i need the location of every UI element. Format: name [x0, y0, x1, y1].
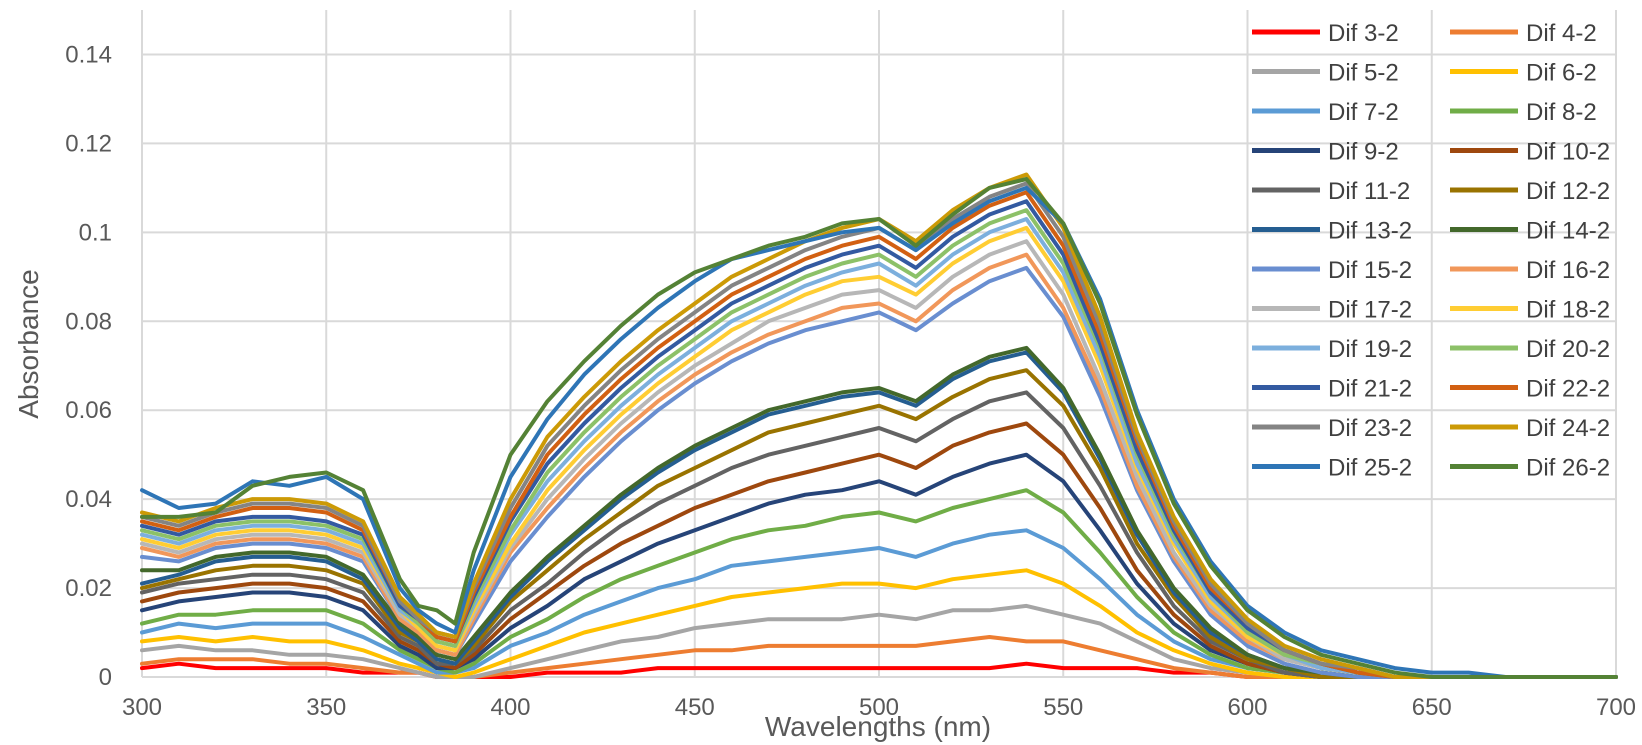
legend-label-dif-3-2: Dif 3-2: [1328, 20, 1399, 47]
legend-label-dif-4-2: Dif 4-2: [1526, 20, 1597, 47]
series-line-dif-24-2: [140, 172, 1618, 679]
x-tick-label: 300: [122, 694, 162, 721]
x-axis-ticks: 300 350 400 450 500 550 600 650 700: [122, 694, 1636, 721]
x-tick-label: 350: [306, 694, 346, 721]
y-tick-label: 0.04: [65, 486, 112, 513]
y-tick-label: 0.08: [65, 308, 112, 335]
x-tick-label: 600: [1227, 694, 1267, 721]
legend-label-dif-9-2: Dif 9-2: [1328, 139, 1399, 166]
legend-label-dif-21-2: Dif 21-2: [1328, 376, 1412, 403]
legend-label-dif-15-2: Dif 15-2: [1328, 257, 1412, 284]
legend-label-dif-20-2: Dif 20-2: [1526, 336, 1610, 363]
legend-label-dif-26-2: Dif 26-2: [1526, 455, 1610, 482]
x-tick-label: 450: [675, 694, 715, 721]
legend-label-dif-19-2: Dif 19-2: [1328, 336, 1412, 363]
legend-label-dif-13-2: Dif 13-2: [1328, 218, 1412, 245]
legend-label-dif-24-2: Dif 24-2: [1526, 415, 1610, 442]
legend-label-dif-7-2: Dif 7-2: [1328, 99, 1399, 126]
x-tick-label: 550: [1043, 694, 1083, 721]
series-lines: [140, 172, 1618, 679]
legend-label-dif-16-2: Dif 16-2: [1526, 257, 1610, 284]
legend-label-dif-22-2: Dif 22-2: [1526, 376, 1610, 403]
x-tick-label: 500: [859, 694, 899, 721]
legend: Dif 3-2 Dif 4-2 Dif 5-2 Dif 6-2 Dif 7-2 Dif 8…: [1252, 20, 1610, 482]
y-tick-label: 0.02: [65, 575, 112, 602]
legend-label-dif-25-2: Dif 25-2: [1328, 455, 1412, 482]
legend-label-dif-8-2: Dif 8-2: [1526, 99, 1597, 126]
legend-label-dif-11-2: Dif 11-2: [1328, 178, 1410, 205]
legend-label-dif-6-2: Dif 6-2: [1526, 60, 1597, 87]
x-tick-label: 400: [490, 694, 530, 721]
y-tick-label: 0.14: [65, 41, 112, 68]
legend-label-dif-17-2: Dif 17-2: [1328, 297, 1412, 324]
legend-label-dif-5-2: Dif 5-2: [1328, 60, 1399, 87]
legend-label-dif-14-2: Dif 14-2: [1526, 218, 1610, 245]
y-tick-label: 0.06: [65, 397, 112, 424]
legend-label-dif-10-2: Dif 10-2: [1526, 139, 1610, 166]
legend-label-dif-12-2: Dif 12-2: [1526, 178, 1610, 205]
y-tick-label: 0.12: [65, 130, 112, 157]
x-axis-title: Wavelengths (nm): [765, 711, 991, 742]
y-axis-ticks: 0 0.02 0.04 0.06 0.08 0.1 0.12 0.14: [65, 41, 112, 691]
series-line-dif-25-2: [140, 185, 1618, 679]
gridlines: [141, 10, 1617, 678]
y-tick-label: 0.1: [79, 219, 112, 246]
y-axis-title: Absorbance: [13, 269, 44, 418]
series-line-dif-19-2: [140, 217, 1618, 679]
x-tick-label: 700: [1596, 694, 1636, 721]
x-tick-label: 650: [1412, 694, 1452, 721]
legend-label-dif-23-2: Dif 23-2: [1328, 415, 1412, 442]
series-line-dif-26-2: [140, 177, 1618, 679]
legend-label-dif-18-2: Dif 18-2: [1526, 297, 1610, 324]
series-line-dif-12-2: [140, 368, 1618, 679]
y-tick-label: 0: [99, 664, 112, 691]
